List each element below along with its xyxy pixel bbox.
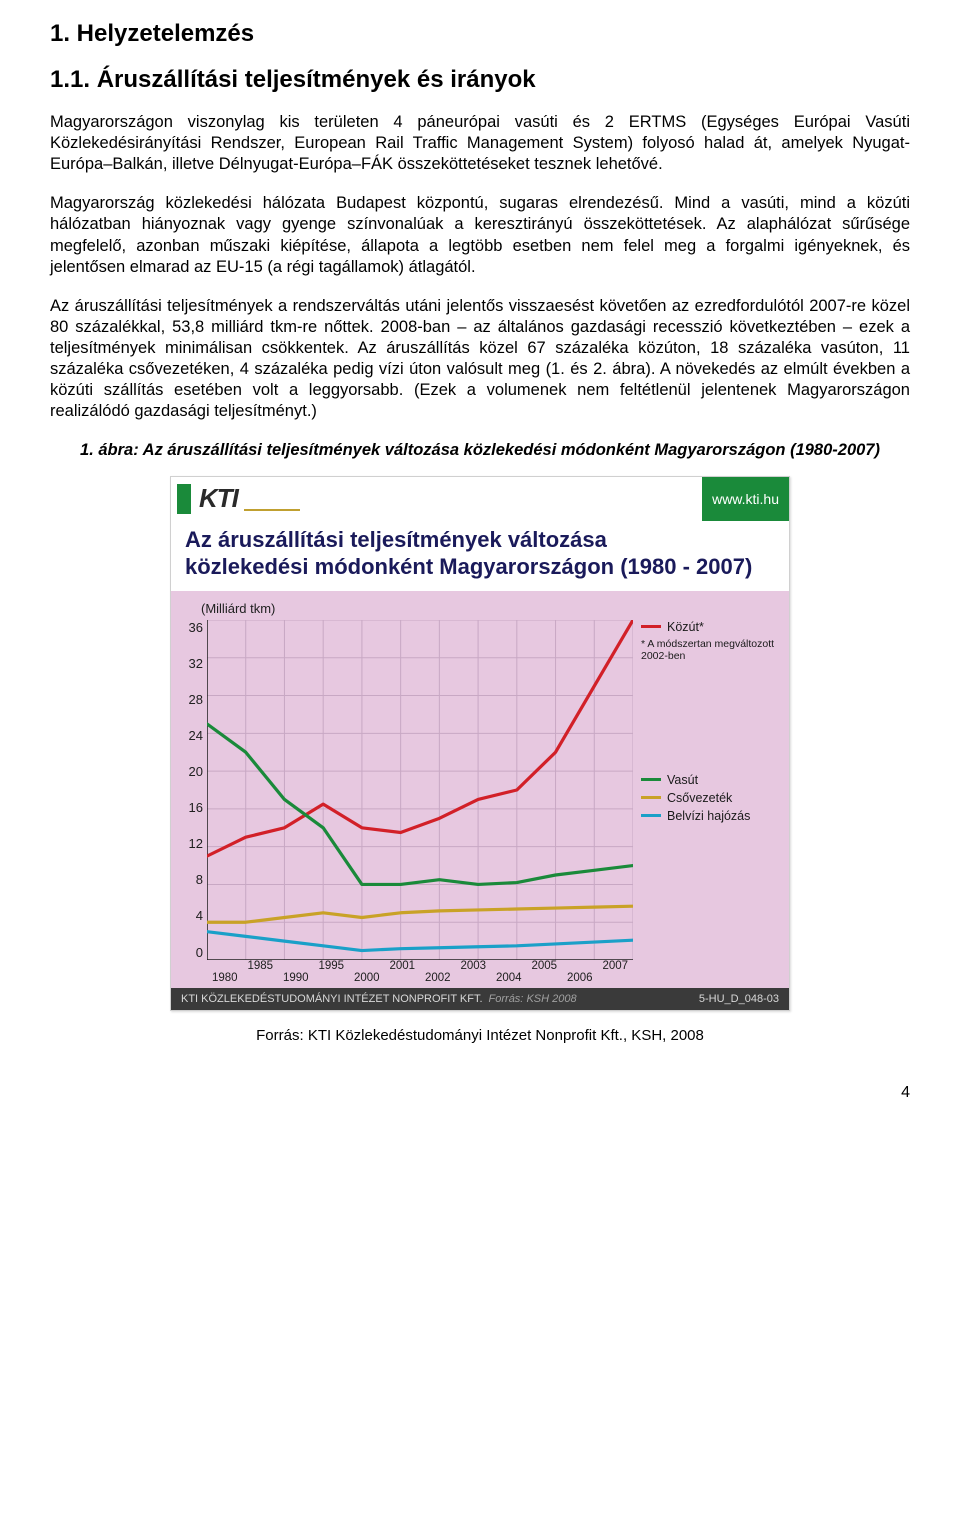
x-tick: 2005 xyxy=(527,960,563,972)
paragraph-1: Magyarországon viszonylag kis területen … xyxy=(50,112,910,175)
x-tick xyxy=(598,972,634,984)
x-tick xyxy=(420,960,456,972)
legend-item: Vasút xyxy=(641,773,781,787)
source-line: Forrás: KTI Közlekedéstudományi Intézet … xyxy=(50,1027,910,1044)
chart-header: KTI www.kti.hu xyxy=(171,477,789,521)
y-tick: 32 xyxy=(179,656,203,671)
chart-y-unit: (Milliárd tkm) xyxy=(201,601,781,616)
x-tick: 2003 xyxy=(456,960,492,972)
x-tick xyxy=(243,972,279,984)
page-number: 4 xyxy=(50,1084,910,1102)
y-tick: 16 xyxy=(179,800,203,815)
x-tick: 1995 xyxy=(314,960,350,972)
x-tick: 2007 xyxy=(598,960,634,972)
chart-footer: KTI KÖZLEKEDÉSTUDOMÁNYI INTÉZET NONPROFI… xyxy=(171,988,789,1010)
x-tick xyxy=(562,960,598,972)
y-tick: 24 xyxy=(179,728,203,743)
chart-card: KTI www.kti.hu Az áruszállítási teljesít… xyxy=(170,476,790,1011)
x-tick xyxy=(349,960,385,972)
legend-item: Csővezeték xyxy=(641,791,781,805)
chart-brand-url: www.kti.hu xyxy=(702,477,789,521)
paragraph-2: Magyarország közlekedési hálózata Budape… xyxy=(50,193,910,277)
y-tick: 0 xyxy=(179,945,203,960)
x-tick: 2004 xyxy=(491,972,527,984)
chart-y-axis: 36 32 28 24 20 16 12 8 4 0 xyxy=(179,620,207,960)
y-tick: 20 xyxy=(179,764,203,779)
chart-x-axis-bottom: 1980 1990 2000 2002 2004 2006 xyxy=(207,972,633,984)
y-tick: 28 xyxy=(179,692,203,707)
chart-footer-code: 5-HU_D_048-03 xyxy=(699,993,779,1005)
kti-logo-text: KTI xyxy=(199,483,238,514)
x-tick xyxy=(491,960,527,972)
heading-2: 1.1. Áruszállítási teljesítmények és irá… xyxy=(50,66,910,94)
x-tick xyxy=(527,972,563,984)
chart-title-line2: közlekedési módonként Magyarországon (19… xyxy=(185,554,775,581)
y-tick: 36 xyxy=(179,620,203,635)
chart-footer-org: KTI KÖZLEKEDÉSTUDOMÁNYI INTÉZET NONPROFI… xyxy=(181,993,483,1005)
chart-title: Az áruszállítási teljesítmények változás… xyxy=(171,521,789,591)
chart-footer-source: Forrás: KSH 2008 xyxy=(489,993,577,1005)
y-tick: 8 xyxy=(179,872,203,887)
paragraph-3: Az áruszállítási teljesítmények a rendsz… xyxy=(50,296,910,423)
x-tick: 2000 xyxy=(349,972,385,984)
chart-svg xyxy=(207,620,633,960)
kti-logo-bar xyxy=(177,484,191,514)
chart-title-line1: Az áruszállítási teljesítmények változás… xyxy=(185,527,775,554)
x-tick xyxy=(456,972,492,984)
legend-note: * A módszertan megváltozott 2002-ben xyxy=(641,638,781,663)
y-tick: 4 xyxy=(179,908,203,923)
x-tick: 1980 xyxy=(207,972,243,984)
x-tick: 2002 xyxy=(420,972,456,984)
chart-brand: KTI xyxy=(171,477,702,521)
y-tick: 12 xyxy=(179,836,203,851)
legend-item: Belvízi hajózás xyxy=(641,809,781,823)
figure-caption: 1. ábra: Az áruszállítási teljesítmények… xyxy=(50,440,910,461)
chart-plot-area: (Milliárd tkm) 36 32 28 24 20 16 12 8 4 0 Közút* … xyxy=(171,591,789,988)
x-tick xyxy=(314,972,350,984)
legend-item: Közút* xyxy=(641,620,781,634)
x-tick xyxy=(207,960,243,972)
kti-logo-underline xyxy=(244,509,300,511)
x-tick: 1985 xyxy=(243,960,279,972)
x-tick: 2006 xyxy=(562,972,598,984)
chart-legend: Közút* * A módszertan megváltozott 2002-… xyxy=(633,620,781,960)
heading-1: 1. Helyzetelemzés xyxy=(50,20,910,48)
x-tick: 1990 xyxy=(278,972,314,984)
chart-x-axis-top: 1985 1995 2001 2003 2005 2007 xyxy=(207,960,633,972)
x-tick xyxy=(278,960,314,972)
x-tick: 2001 xyxy=(385,960,421,972)
x-tick xyxy=(385,972,421,984)
